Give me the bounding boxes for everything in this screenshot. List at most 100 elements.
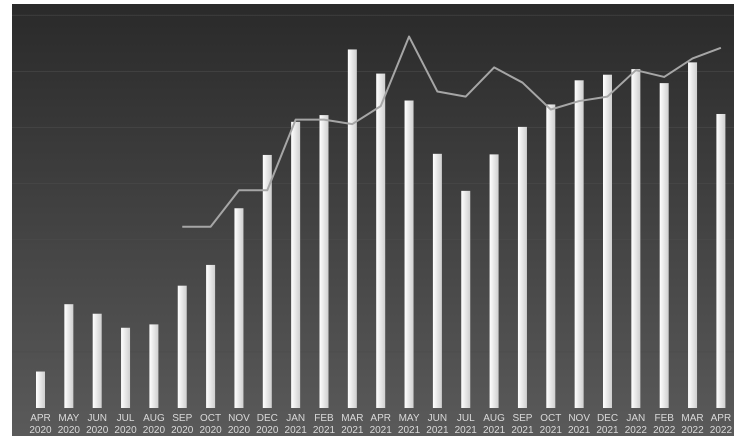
- x-tick-year: 2021: [511, 425, 534, 436]
- bar-dec-2021: [603, 74, 612, 408]
- x-tick-month: MAR: [341, 413, 363, 424]
- x-tick-month: OCT: [200, 413, 221, 424]
- bar-aug-2020: [149, 324, 159, 408]
- x-tick-year: 2021: [285, 425, 308, 436]
- x-tick-year: 2021: [313, 425, 336, 436]
- x-tick-month: JUN: [428, 413, 447, 424]
- x-tick-year: 2022: [681, 425, 704, 436]
- x-tick-label: AUG 2020: [143, 413, 166, 436]
- x-tick-month: MAY: [399, 413, 420, 424]
- bar-may-2020: [64, 304, 74, 408]
- x-tick-month: NOV: [568, 413, 590, 424]
- x-tick-label: MAR 2022: [681, 413, 704, 436]
- x-tick-month: SEP: [512, 413, 532, 424]
- x-tick-label: OCT 2020: [199, 413, 222, 436]
- bar-nov-2020: [234, 208, 244, 408]
- x-tick-year: 2020: [143, 425, 166, 436]
- bar-apr-2021: [376, 73, 386, 408]
- x-tick-label: FEB 2022: [653, 413, 676, 436]
- x-tick-month: JAN: [626, 413, 645, 424]
- x-tick-month: AUG: [483, 413, 505, 424]
- x-tick-year: 2021: [568, 425, 591, 436]
- x-tick-month: NOV: [228, 413, 250, 424]
- plot-background: [12, 4, 734, 436]
- x-tick-label: NOV 2021: [568, 413, 591, 436]
- x-tick-label: APR 2020: [29, 413, 52, 436]
- trend-line: [182, 35, 722, 228]
- x-tick-label: APR 2022: [710, 413, 733, 436]
- x-tick-month: DEC: [597, 413, 618, 424]
- x-tick-month: OCT: [540, 413, 561, 424]
- x-tick-label: JUL 2021: [455, 413, 478, 436]
- x-tick-year: 2021: [341, 425, 364, 436]
- x-tick-month: APR: [30, 413, 51, 424]
- x-tick-label: DEC 2020: [256, 413, 279, 436]
- x-tick-label: JUN 2021: [426, 413, 449, 436]
- x-tick-year: 2021: [540, 425, 563, 436]
- x-tick-month: JAN: [286, 413, 305, 424]
- x-tick-year: 2020: [29, 425, 52, 436]
- x-tick-label: SEP 2020: [171, 413, 194, 436]
- x-tick-month: MAY: [58, 413, 79, 424]
- x-tick-label: MAY 2021: [398, 413, 421, 436]
- x-tick-label: NOV 2020: [228, 413, 251, 436]
- x-tick-label: AUG 2021: [483, 413, 506, 436]
- x-tick-month: MAR: [681, 413, 703, 424]
- bar-nov-2021: [574, 80, 584, 408]
- x-tick-label: JAN 2021: [285, 413, 308, 436]
- x-tick-month: JUL: [457, 413, 475, 424]
- bar-jul-2021: [461, 190, 471, 408]
- x-tick-month: DEC: [257, 413, 278, 424]
- x-tick-label: APR 2021: [370, 413, 393, 436]
- bar-sep-2020: [177, 285, 187, 408]
- bar-dec-2020: [262, 154, 272, 408]
- bar-jun-2020: [92, 313, 102, 408]
- bar-feb-2021: [319, 115, 329, 408]
- bar-series: [36, 49, 726, 409]
- x-tick-month: AUG: [143, 413, 165, 424]
- line-series: [182, 35, 722, 228]
- bar-mar-2022: [688, 62, 698, 409]
- x-tick-year: 2021: [455, 425, 478, 436]
- x-tick-month: JUN: [87, 413, 106, 424]
- x-tick-label: OCT 2021: [540, 413, 563, 436]
- x-tick-label: JUN 2020: [86, 413, 109, 436]
- bar-apr-2020: [36, 371, 45, 408]
- bar-jul-2020: [121, 327, 131, 408]
- x-tick-label: JAN 2022: [625, 413, 648, 436]
- x-tick-year: 2020: [256, 425, 279, 436]
- bar-jan-2022: [631, 69, 641, 408]
- x-tick-label: FEB 2021: [313, 413, 336, 436]
- x-tick-year: 2021: [370, 425, 393, 436]
- x-tick-year: 2021: [483, 425, 506, 436]
- x-tick-year: 2022: [710, 425, 733, 436]
- bar-oct-2021: [546, 104, 556, 408]
- bar-sep-2021: [517, 126, 527, 408]
- x-tick-year: 2020: [114, 425, 137, 436]
- bar-feb-2022: [659, 83, 669, 409]
- x-tick-year: 2020: [228, 425, 251, 436]
- bar-oct-2020: [206, 264, 216, 408]
- x-tick-month: FEB: [314, 413, 334, 424]
- x-tick-year: 2021: [426, 425, 449, 436]
- x-tick-year: 2021: [596, 425, 619, 436]
- x-tick-label: SEP 2021: [511, 413, 534, 436]
- bar-apr-2022: [716, 113, 726, 408]
- x-tick-month: SEP: [172, 413, 192, 424]
- bar-jun-2021: [432, 153, 442, 408]
- x-tick-year: 2022: [653, 425, 676, 436]
- x-tick-month: FEB: [654, 413, 674, 424]
- x-tick-year: 2021: [398, 425, 421, 436]
- x-tick-year: 2020: [171, 425, 194, 436]
- bar-may-2021: [404, 100, 414, 408]
- bar-aug-2021: [489, 154, 499, 408]
- x-tick-month: APR: [711, 413, 732, 424]
- x-tick-label: DEC 2021: [596, 413, 619, 436]
- x-tick-year: 2020: [199, 425, 222, 436]
- x-tick-label: JUL 2020: [114, 413, 137, 436]
- x-tick-label: MAR 2021: [341, 413, 364, 436]
- x-tick-year: 2020: [86, 425, 109, 436]
- bar-jan-2021: [291, 121, 301, 408]
